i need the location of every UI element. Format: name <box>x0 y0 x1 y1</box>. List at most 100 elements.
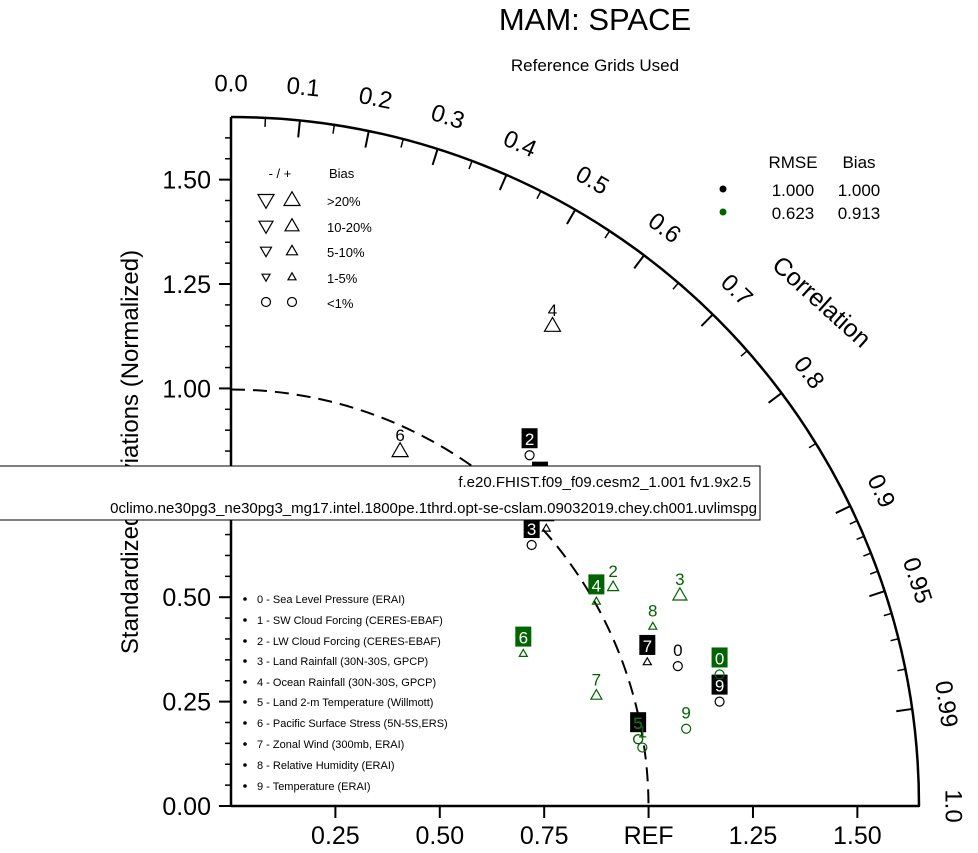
marker-circle <box>637 742 648 753</box>
std-tick-label: 0.25 <box>162 689 211 717</box>
std-tick-label: 0.50 <box>162 584 211 612</box>
data-markers: 01234567890123456789 <box>391 301 728 753</box>
bias-legend-up-triangle <box>283 217 301 232</box>
variable-legend-item: 5 - Land 2-m Temperature (Willmott) <box>257 697 433 709</box>
corr-tick-label: 0.99 <box>929 679 962 729</box>
bias-legend-row: <1% <box>327 296 354 311</box>
stats-row-rmse: 1.000 <box>772 181 815 200</box>
variable-legend-bullet <box>243 763 247 767</box>
corr-tick-minor <box>849 519 859 525</box>
corr-tick-minor <box>869 570 879 575</box>
corr-tick-major <box>896 707 914 713</box>
marker-label: 6 <box>395 426 404 445</box>
marker-label-box <box>588 574 605 595</box>
marker-label-box <box>521 428 538 449</box>
corr-tick-label: 0.5 <box>571 161 613 201</box>
corr-tick-label: 1.0 <box>940 789 967 822</box>
marker-circle <box>714 696 725 707</box>
corr-tick-label: 0.95 <box>897 554 937 607</box>
marker-label-box <box>515 626 532 647</box>
bias-legend-header-bias: Bias <box>329 166 355 181</box>
bias-legend-down-triangle <box>256 193 276 210</box>
x-tick-label: 0.25 <box>311 822 360 850</box>
variable-legend-bullet <box>243 659 247 663</box>
marker-label: 2 <box>608 562 617 581</box>
bias-legend-row: 10-20% <box>327 220 372 235</box>
corr-tick-major <box>364 130 370 148</box>
bias-legend-circle <box>286 296 298 308</box>
corr-tick-minor <box>808 442 818 449</box>
variable-legend-item: 8 - Relative Humidity (ERAI) <box>257 760 395 772</box>
std-tick-label: 0.00 <box>162 793 211 821</box>
std-tick-label: 1.00 <box>162 375 211 403</box>
marker-triangle <box>671 586 688 601</box>
corr-tick-label: 0.0 <box>214 70 247 97</box>
corr-tick-minor <box>890 637 900 642</box>
bias-legend-up-triangle <box>286 271 298 281</box>
bias-legend-markers <box>256 190 302 308</box>
corr-tick-minor <box>672 281 680 290</box>
marker-label: 5 <box>633 714 642 733</box>
marker-label-box <box>711 674 728 695</box>
bias-legend-up-triangle <box>285 244 299 256</box>
variable-legend-item: 1 - SW Cloud Forcing (CERES-EBAF) <box>257 615 443 627</box>
marker-label: 0 <box>715 649 724 668</box>
stats-header-bias: Bias <box>842 153 875 172</box>
chart-subtitle: Reference Grids Used <box>511 56 679 75</box>
marker-label-box <box>630 712 647 733</box>
marker-label-box <box>639 634 656 655</box>
stats-row-bias: 0.913 <box>838 204 881 223</box>
corr-tick-minor <box>536 190 542 200</box>
plot-frame <box>229 115 921 808</box>
corr-tick-minor <box>740 349 749 357</box>
corr-tick-label: 0.8 <box>788 351 830 394</box>
marker-label: 9 <box>681 704 690 723</box>
marker-triangle <box>642 656 653 666</box>
bias-legend: - / + Bias >20% 10-20% 5-10% 1-5% <1% <box>256 166 372 311</box>
marker-label: 4 <box>592 576 601 595</box>
variable-legend-item: 6 - Pacific Surface Stress (5N-5S,ERS) <box>257 718 448 730</box>
correlation-label: Correlation <box>767 251 877 354</box>
marker-triangle <box>541 523 552 532</box>
corr-tick-major <box>700 313 715 327</box>
x-tick-label: 1.25 <box>729 822 778 850</box>
variable-legend: 0 - Sea Level Pressure (ERAI) 1 - SW Clo… <box>243 594 448 793</box>
y-axis-label: Standardized Deviations (Normalized) <box>117 250 144 654</box>
marker-circle <box>672 661 683 672</box>
marker-label: 7 <box>592 670 601 689</box>
corr-tick-minor <box>604 230 611 239</box>
corr-tick-label: 0.4 <box>499 125 540 163</box>
corr-tick-minor <box>897 668 907 672</box>
chart-title: MAM: SPACE <box>499 2 691 37</box>
marker-circle <box>633 734 644 745</box>
variable-legend-bullet <box>243 784 247 788</box>
stats-row-rmse: 0.623 <box>772 204 815 223</box>
marker-label-box <box>711 647 728 668</box>
corr-tick-minor <box>400 138 404 148</box>
marker-label: 6 <box>519 629 528 648</box>
stats-header-rmse: RMSE <box>768 153 817 172</box>
marker-triangle <box>589 688 603 700</box>
marker-label: 8 <box>648 601 657 620</box>
marker-label: 2 <box>525 430 534 449</box>
corr-tick-major <box>297 120 301 138</box>
marker-label: 3 <box>675 570 684 589</box>
case-name-overlay: f.e20.FHIST.f09_f09.cesm2_1.001 fv1.9x2.… <box>0 465 761 521</box>
bias-legend-row: 5-10% <box>327 245 365 260</box>
marker-circle <box>526 539 537 551</box>
marker-label: 5 <box>633 714 642 733</box>
corr-tick-minor <box>863 552 873 557</box>
case-name-line: f.e20.FHIST.f09_f09.cesm2_1.001 fv1.9x2.… <box>458 474 751 491</box>
bias-legend-down-triangle <box>259 246 273 258</box>
marker-label: 7 <box>643 637 652 656</box>
corr-tick-minor <box>468 160 473 170</box>
x-tick-label: 0.50 <box>415 822 464 850</box>
variable-legend-bullet <box>243 721 247 725</box>
stats-row-marker <box>719 208 727 216</box>
bias-legend-row: 1-5% <box>327 271 358 286</box>
x-tick-label: 1.50 <box>833 822 882 850</box>
variable-legend-bullet <box>243 597 247 601</box>
marker-circle <box>524 450 535 461</box>
marker-label: 9 <box>715 677 724 696</box>
